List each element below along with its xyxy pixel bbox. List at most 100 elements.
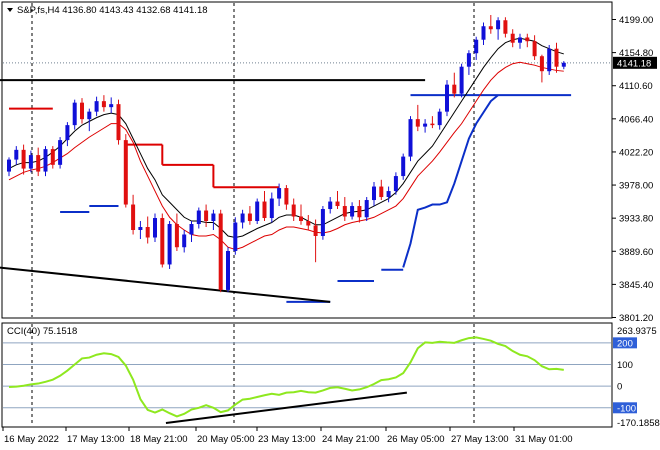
candle-body-62	[459, 66, 464, 94]
candle-body-54	[401, 156, 406, 177]
price-tick-label-9: 3801.20	[619, 313, 653, 324]
candle-body-52	[386, 191, 391, 198]
candle-body-59	[437, 111, 442, 126]
ma-slow-line	[8, 61, 564, 251]
trend-line-0	[0, 266, 331, 303]
candle-body-22	[167, 224, 172, 265]
candle-body-20	[153, 218, 157, 238]
candle-body-0	[7, 159, 11, 172]
time-tick-label-1: 17 May 13:00	[67, 434, 125, 445]
time-tick-label-4: 23 May 13:00	[258, 434, 316, 445]
candle-body-43	[320, 209, 325, 236]
cci-level-tag-0	[613, 337, 637, 349]
candle-body-44	[328, 201, 333, 210]
time-tick-label-8: 31 May 01:00	[515, 434, 573, 445]
candle-body-23	[174, 224, 179, 248]
candle-body-18	[138, 227, 143, 231]
candle-body-38	[284, 188, 289, 205]
candle-body-10	[80, 102, 84, 120]
candle-body-49	[364, 200, 369, 218]
candle-body-1	[14, 149, 19, 160]
time-tick-label-0: 16 May 2022	[4, 434, 59, 445]
candle-body-65	[481, 26, 486, 40]
candle-body-30	[226, 250, 230, 290]
candle-body-72	[532, 41, 537, 57]
candle-body-6	[50, 149, 55, 165]
candle-body-5	[43, 149, 48, 172]
candle-body-48	[357, 206, 362, 218]
price-tick-label-6: 3933.80	[619, 214, 653, 225]
candle-body-41	[306, 221, 311, 226]
current-price-tag	[613, 56, 657, 69]
price-tick-label-3: 4066.40	[619, 114, 653, 125]
candle-body-57	[423, 123, 428, 127]
candle-body-14	[109, 104, 114, 108]
candle-body-60	[445, 84, 449, 112]
candle-body-45	[335, 201, 340, 207]
candle-body-31	[233, 222, 238, 251]
candle-body-74	[547, 48, 552, 72]
candle-body-32	[240, 213, 245, 223]
ma-fast-line	[8, 37, 564, 239]
time-tick-label-2: 18 May 21:00	[130, 434, 188, 445]
cci-level-tag-2	[613, 380, 637, 392]
candle-body-73	[539, 56, 544, 72]
candle-body-76	[561, 62, 566, 67]
candle-body-46	[342, 206, 347, 217]
cci-trend-line	[165, 391, 407, 424]
trailing-stop-up-curve	[402, 94, 499, 268]
candle-body-12	[94, 101, 99, 112]
candle-body-70	[518, 37, 522, 43]
candle-body-58	[430, 123, 435, 126]
time-tick-label-3: 20 May 05:00	[197, 434, 255, 445]
candle-body-37	[277, 188, 282, 199]
candle-body-15	[116, 104, 121, 141]
price-tick-label-1: 4154.80	[619, 48, 653, 59]
candle-body-27	[204, 210, 209, 222]
candle-body-16	[123, 140, 128, 205]
collapse-arrow-icon[interactable]	[7, 8, 13, 12]
cci-pane[interactable]: CCI(40) 75.1518	[1, 322, 613, 428]
time-tick-label-7: 27 May 13:00	[451, 434, 509, 445]
candle-body-19	[145, 227, 150, 238]
candle-body-35	[262, 201, 267, 219]
candle-body-66	[488, 26, 493, 30]
price-tick-label-2: 4110.60	[619, 81, 653, 92]
time-axis: 16 May 2022 17 May 13:00 18 May 21:00 20 Ma…	[2, 427, 573, 445]
candle-body-29	[218, 213, 223, 290]
price-axis: 4199.00 4154.80 4110.60 4066.40 4022.20 3978.…	[612, 15, 657, 324]
cci-pane-title: CCI(40) 75.1518	[7, 326, 77, 337]
price-pane[interactable]: S&P,fs,H4 4136.80 4143.43 4132.68 4141.1…	[0, 1, 613, 319]
price-tick-label-5: 3978.00	[619, 181, 653, 192]
candle-body-53	[393, 176, 398, 192]
cci-level-label-2: 0	[617, 382, 622, 393]
cci-level-label-3: -100	[617, 403, 636, 414]
price-pane-title: S&P,fs,H4 4136.80 4143.43 4132.68 4141.1…	[17, 5, 208, 16]
cci-line	[8, 336, 564, 418]
candle-body-13	[101, 101, 106, 108]
candle-body-36	[269, 198, 274, 219]
candle-body-56	[415, 119, 420, 127]
time-tick-label-6: 26 May 05:00	[387, 434, 445, 445]
candle-body-28	[211, 213, 216, 222]
cci-level-tag-3	[613, 402, 637, 414]
candle-body-24	[182, 234, 187, 248]
candle-body-55	[408, 119, 413, 157]
candle-body-40	[299, 216, 303, 222]
candle-body-11	[87, 111, 92, 120]
candle-body-51	[379, 186, 384, 198]
candle-body-47	[350, 206, 355, 217]
candle-body-21	[160, 218, 165, 265]
cci-bottom-label: -170.1858	[617, 418, 660, 429]
candle-body-75	[554, 48, 559, 67]
cci-level-tag-1	[613, 358, 637, 370]
cci-level-label-1: 100	[617, 360, 633, 371]
candle-body-69	[510, 33, 515, 43]
candle-body-8	[65, 125, 70, 141]
candle-body-71	[525, 37, 530, 42]
candle-body-25	[189, 224, 194, 235]
cci-level-label-0: 200	[617, 338, 633, 349]
current-price-tag-label: 4141.18	[617, 58, 651, 69]
